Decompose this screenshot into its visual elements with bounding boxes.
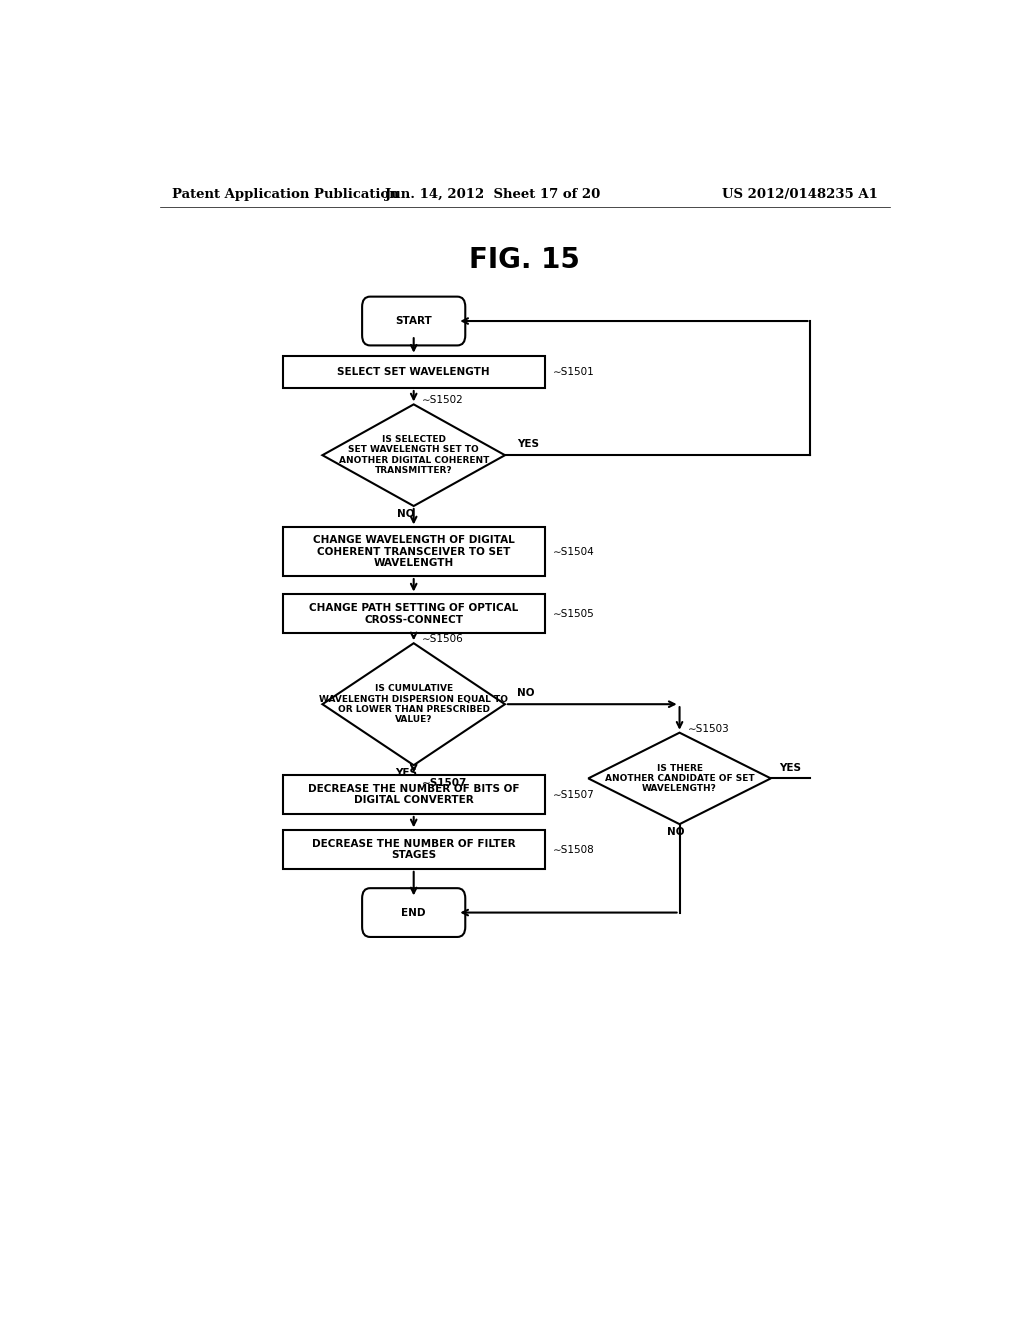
Bar — [283, 830, 545, 869]
Text: ∼S1502: ∼S1502 — [422, 395, 464, 405]
Text: IS CUMULATIVE
WAVELENGTH DISPERSION EQUAL TO
OR LOWER THAN PRESCRIBED
VALUE?: IS CUMULATIVE WAVELENGTH DISPERSION EQUA… — [319, 684, 508, 725]
Text: ∼S1501: ∼S1501 — [553, 367, 594, 376]
Text: YES: YES — [395, 768, 417, 779]
FancyBboxPatch shape — [362, 888, 465, 937]
Text: Patent Application Publication: Patent Application Publication — [172, 189, 398, 202]
Text: US 2012/0148235 A1: US 2012/0148235 A1 — [722, 189, 878, 202]
Text: ∼S1508: ∼S1508 — [553, 845, 594, 854]
Text: IS SELECTED
SET WAVELENGTH SET TO
ANOTHER DIGITAL COHERENT
TRANSMITTER?: IS SELECTED SET WAVELENGTH SET TO ANOTHE… — [339, 436, 488, 475]
Text: ∼S1504: ∼S1504 — [553, 546, 594, 557]
Text: NO: NO — [667, 828, 684, 837]
Text: ∼S1506: ∼S1506 — [422, 634, 464, 644]
Text: NO: NO — [517, 688, 535, 698]
Text: ∼S1505: ∼S1505 — [553, 609, 594, 619]
Text: DECREASE THE NUMBER OF BITS OF
DIGITAL CONVERTER: DECREASE THE NUMBER OF BITS OF DIGITAL C… — [308, 784, 519, 805]
Text: ∼S1503: ∼S1503 — [687, 723, 729, 734]
Text: FIG. 15: FIG. 15 — [469, 246, 581, 275]
Text: CHANGE WAVELENGTH OF DIGITAL
COHERENT TRANSCEIVER TO SET
WAVELENGTH: CHANGE WAVELENGTH OF DIGITAL COHERENT TR… — [312, 535, 515, 569]
Text: Jun. 14, 2012  Sheet 17 of 20: Jun. 14, 2012 Sheet 17 of 20 — [385, 189, 601, 202]
Text: NO: NO — [397, 510, 415, 519]
Text: START: START — [395, 315, 432, 326]
FancyBboxPatch shape — [362, 297, 465, 346]
Text: YES: YES — [778, 763, 801, 774]
Bar — [283, 594, 545, 634]
Text: END: END — [401, 908, 426, 917]
Text: SELECT SET WAVELENGTH: SELECT SET WAVELENGTH — [337, 367, 490, 376]
Text: CHANGE PATH SETTING OF OPTICAL
CROSS-CONNECT: CHANGE PATH SETTING OF OPTICAL CROSS-CON… — [309, 603, 518, 624]
Text: ∼S1507: ∼S1507 — [553, 789, 594, 800]
Text: IS THERE
ANOTHER CANDIDATE OF SET
WAVELENGTH?: IS THERE ANOTHER CANDIDATE OF SET WAVELE… — [605, 763, 755, 793]
Polygon shape — [323, 404, 505, 506]
Bar — [283, 355, 545, 388]
Polygon shape — [588, 733, 771, 824]
Text: YES: YES — [517, 440, 539, 449]
Bar — [283, 528, 545, 576]
Bar — [283, 775, 545, 814]
Text: DECREASE THE NUMBER OF FILTER
STAGES: DECREASE THE NUMBER OF FILTER STAGES — [312, 838, 515, 861]
Polygon shape — [323, 643, 505, 766]
Text: ∼S1507: ∼S1507 — [422, 779, 467, 788]
